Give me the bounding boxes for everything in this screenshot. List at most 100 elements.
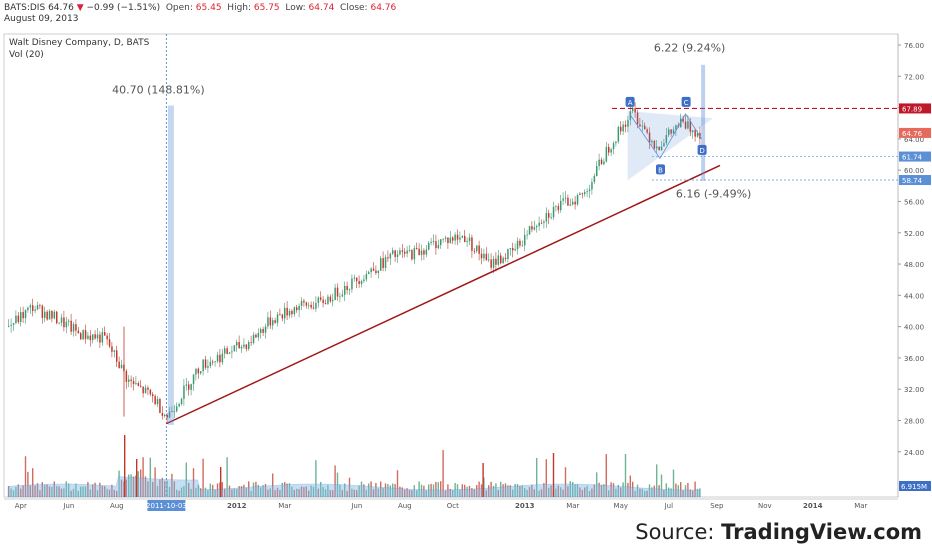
volume-bar xyxy=(240,486,243,497)
candle-body xyxy=(420,250,423,256)
price-label-text: 61.74 xyxy=(902,154,923,162)
volume-bar xyxy=(696,488,699,497)
volume-bar xyxy=(624,454,627,497)
volume-bar xyxy=(500,481,502,497)
candle-body xyxy=(524,235,526,246)
y-tick-label: 40.00 xyxy=(904,324,924,332)
candle-body xyxy=(171,411,173,413)
candle-body xyxy=(504,257,507,260)
candle-body xyxy=(464,235,466,242)
candle-body xyxy=(291,310,293,315)
measure-bar-2 xyxy=(701,64,706,181)
volume-bar xyxy=(168,486,171,497)
volume-bar xyxy=(538,490,540,497)
candle-body xyxy=(521,245,524,247)
volume-bar xyxy=(524,488,526,497)
volume-bar xyxy=(233,488,235,497)
volume-bar xyxy=(586,485,588,497)
volume-bar xyxy=(296,488,298,497)
candle-body xyxy=(252,334,255,343)
candle-body xyxy=(684,121,687,129)
candle-body xyxy=(243,344,245,347)
volume-bar xyxy=(653,485,655,497)
volume-bar xyxy=(334,465,336,497)
candle-body xyxy=(591,182,593,190)
candle-body xyxy=(152,394,154,397)
candle-body xyxy=(99,334,101,343)
candle-body xyxy=(572,201,574,205)
candle-body xyxy=(322,299,324,304)
source-brand: TradingView.com xyxy=(721,520,922,544)
candle-body xyxy=(341,294,344,297)
candle-body xyxy=(449,237,452,244)
candle-body xyxy=(149,389,152,395)
volume-bar xyxy=(384,483,387,497)
volume-bar xyxy=(10,488,12,497)
volume-bar xyxy=(656,464,658,497)
candle-body xyxy=(641,125,644,127)
volume-bar xyxy=(600,484,603,497)
series-legend[interactable]: Walt Disney Company, D, BATS xyxy=(9,38,150,48)
candle-body xyxy=(56,311,58,324)
candle-body xyxy=(538,222,540,227)
volume-bar xyxy=(665,483,667,497)
candle-body xyxy=(516,240,519,250)
price-label-text: 64.76 xyxy=(902,130,923,138)
candle-body xyxy=(10,324,12,326)
pattern-point-label: A xyxy=(628,99,633,107)
volume-bar xyxy=(243,484,245,497)
candle-body xyxy=(308,304,310,306)
candle-body xyxy=(190,384,192,390)
volume-bar xyxy=(615,488,617,497)
candle-body xyxy=(94,334,96,339)
candle-body xyxy=(476,245,478,252)
volume-bar xyxy=(156,485,159,497)
candle-body xyxy=(255,334,257,338)
candle-body xyxy=(401,250,404,252)
candle-body xyxy=(36,305,39,310)
candle-body xyxy=(72,324,75,332)
candle-body xyxy=(310,304,312,308)
volume-bar xyxy=(646,490,648,497)
volume-bar xyxy=(620,487,622,497)
candle-body xyxy=(303,300,305,303)
volume-bar xyxy=(329,490,331,497)
candle-body xyxy=(245,344,248,349)
volume-bar xyxy=(15,486,17,497)
volume-bar xyxy=(396,470,399,497)
volume-bar xyxy=(416,490,418,497)
volume-bar xyxy=(236,488,238,497)
volume-bar xyxy=(257,484,259,497)
volume-bar xyxy=(699,488,701,497)
candle-body xyxy=(185,384,188,386)
candle-body xyxy=(209,361,212,367)
candle-body xyxy=(672,129,675,134)
volume-bar xyxy=(466,486,468,497)
candle-body xyxy=(663,143,665,147)
volume-bar xyxy=(336,472,339,497)
candle-body xyxy=(531,226,533,230)
candle-body xyxy=(543,221,545,224)
candle-body xyxy=(183,385,185,399)
volume-bar xyxy=(20,488,22,497)
candle-body xyxy=(27,307,29,311)
price-label-box xyxy=(899,151,931,162)
source-credit: Source: TradingView.com xyxy=(635,520,922,544)
candle-body xyxy=(224,348,226,354)
volume-bar xyxy=(286,483,288,497)
candle-body xyxy=(24,310,27,319)
volume-bar xyxy=(663,489,665,497)
high-value: 65.75 xyxy=(253,3,280,13)
volume-bar xyxy=(432,484,435,497)
candle-body xyxy=(39,305,41,307)
candle-body xyxy=(332,300,334,302)
candle-body xyxy=(382,258,384,268)
volume-bar xyxy=(63,488,65,497)
candle-body xyxy=(576,195,579,205)
pattern-point-c xyxy=(681,96,691,107)
volume-bar xyxy=(368,483,370,497)
close-label: Close: xyxy=(340,3,368,13)
volume-legend[interactable]: Vol (20) xyxy=(9,50,44,60)
candle-body xyxy=(610,149,612,153)
